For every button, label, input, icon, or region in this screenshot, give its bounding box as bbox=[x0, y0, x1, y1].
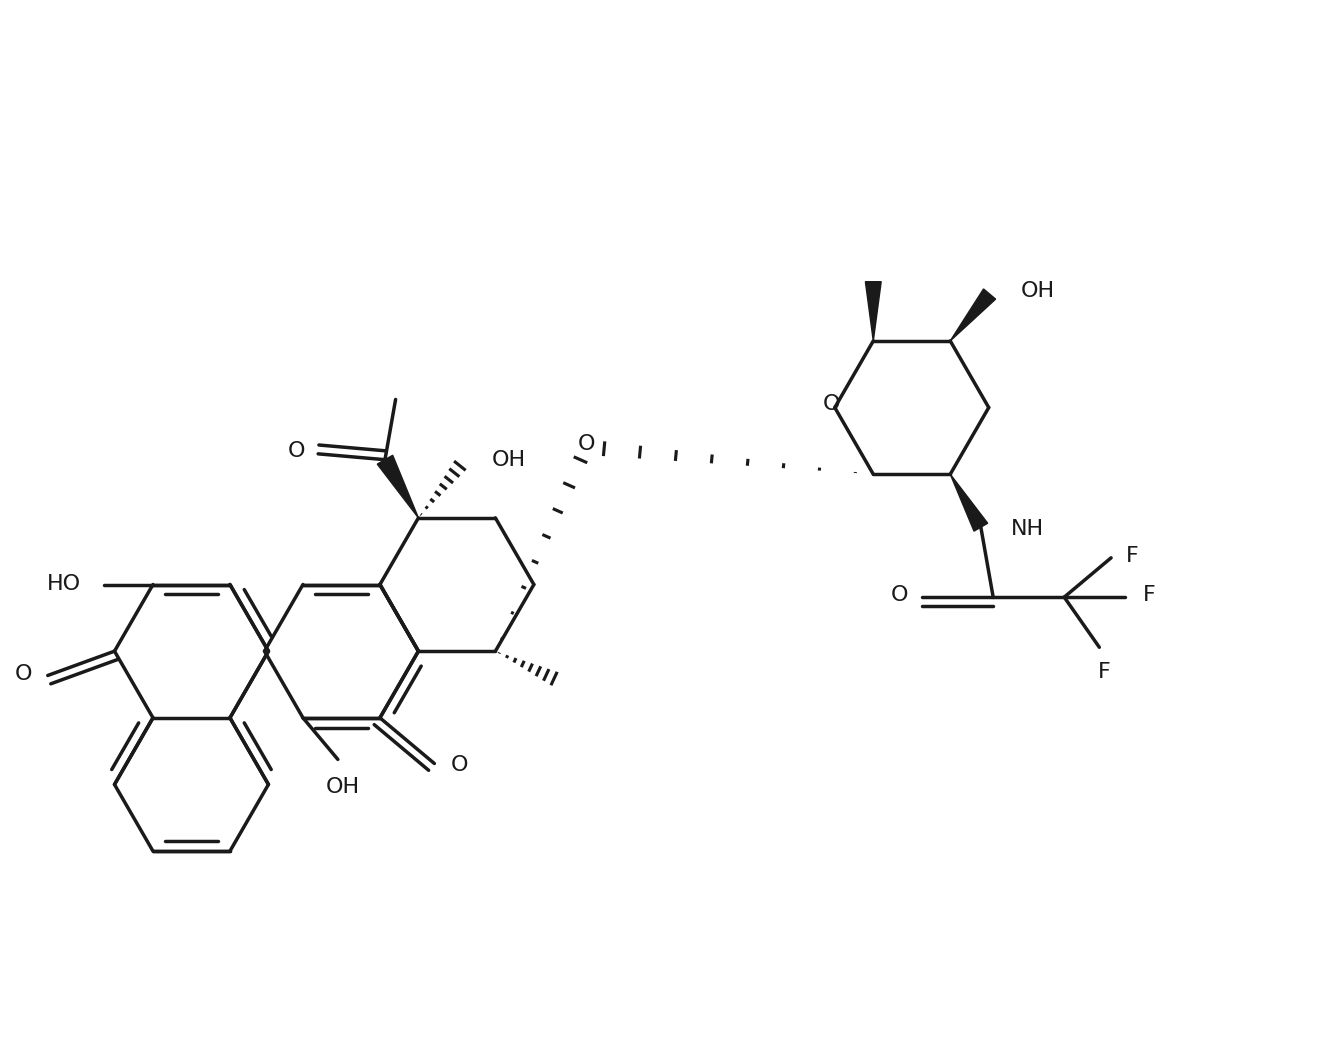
Text: F: F bbox=[1098, 662, 1110, 682]
Text: O: O bbox=[578, 434, 595, 454]
Polygon shape bbox=[950, 474, 988, 531]
Text: O: O bbox=[823, 393, 840, 413]
Text: OH: OH bbox=[325, 777, 360, 797]
Polygon shape bbox=[950, 289, 996, 341]
Text: F: F bbox=[1144, 585, 1156, 606]
Text: O: O bbox=[288, 440, 305, 461]
Text: NH: NH bbox=[1011, 519, 1043, 539]
Text: OH: OH bbox=[1021, 281, 1055, 301]
Text: O: O bbox=[15, 663, 32, 683]
Text: O: O bbox=[891, 585, 909, 606]
Polygon shape bbox=[378, 455, 418, 518]
Text: HO: HO bbox=[47, 573, 81, 593]
Text: OH: OH bbox=[492, 450, 527, 471]
Polygon shape bbox=[866, 281, 882, 341]
Text: F: F bbox=[1126, 546, 1138, 566]
Text: O: O bbox=[450, 755, 468, 775]
